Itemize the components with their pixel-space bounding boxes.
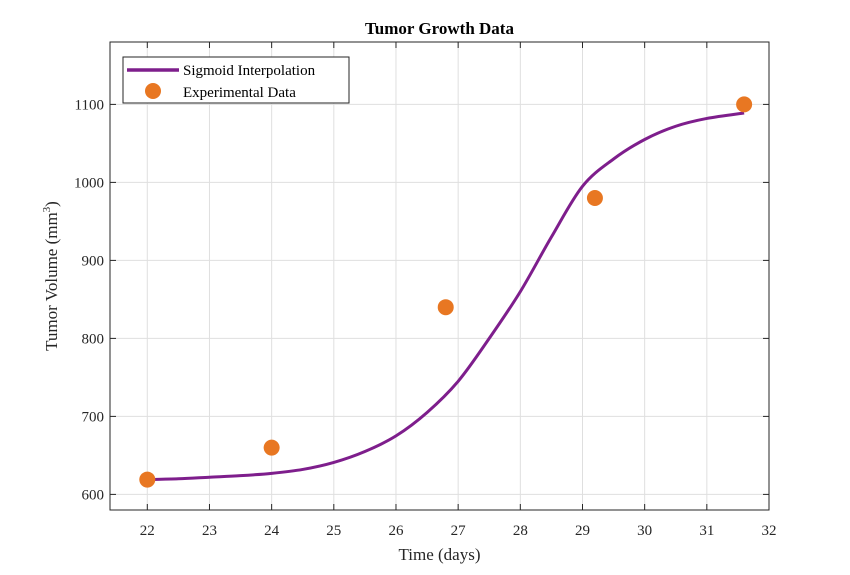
series-layer <box>139 96 753 488</box>
y-axis-label-main: Tumor Volume (mm <box>42 212 61 351</box>
x-tick-label: 30 <box>637 523 652 539</box>
y-axis-label: Tumor Volume (mm3) <box>41 201 61 351</box>
data-point <box>736 96 753 113</box>
x-tick-label: 26 <box>388 523 404 539</box>
grid-layer <box>110 42 770 510</box>
x-tick-label: 23 <box>202 523 217 539</box>
x-tick-label: 32 <box>762 523 777 539</box>
legend: Sigmoid Interpolation Experimental Data <box>122 56 350 104</box>
y-axis-label-superscript: 3 <box>41 206 53 212</box>
x-axis-label: Time (days) <box>398 545 480 564</box>
chart-title: Tumor Growth Data <box>365 19 514 38</box>
sigmoid-line <box>147 111 745 482</box>
tick-layer: 22 23 24 25 26 27 28 29 30 31 32 600 700 800 900 1000 11… <box>74 42 777 539</box>
legend-label-sigmoid: Sigmoid Interpolation <box>183 63 316 79</box>
data-point <box>586 190 603 206</box>
y-tick-label: 800 <box>82 331 105 347</box>
x-tick-label: 25 <box>326 523 341 539</box>
y-tick-label: 1100 <box>75 97 104 113</box>
y-tick-label: 600 <box>82 487 105 503</box>
axes-box <box>109 41 770 511</box>
y-tick-label: 1000 <box>74 175 104 191</box>
legend-label-experimental: Experimental Data <box>183 85 296 101</box>
y-axis-label-suffix: ) <box>42 201 61 207</box>
legend-box <box>122 56 350 104</box>
x-tick-label: 31 <box>699 523 714 539</box>
data-point <box>139 471 156 488</box>
x-tick-label: 24 <box>264 523 280 539</box>
x-tick-label: 22 <box>140 523 155 539</box>
y-tick-label: 700 <box>82 409 105 425</box>
x-tick-label: 29 <box>575 523 590 539</box>
legend-dot-swatch <box>145 83 161 99</box>
data-point <box>437 299 454 316</box>
x-tick-label: 27 <box>451 523 467 539</box>
y-tick-label: 900 <box>82 253 105 269</box>
data-point <box>263 439 280 456</box>
x-tick-label: 28 <box>513 523 528 539</box>
